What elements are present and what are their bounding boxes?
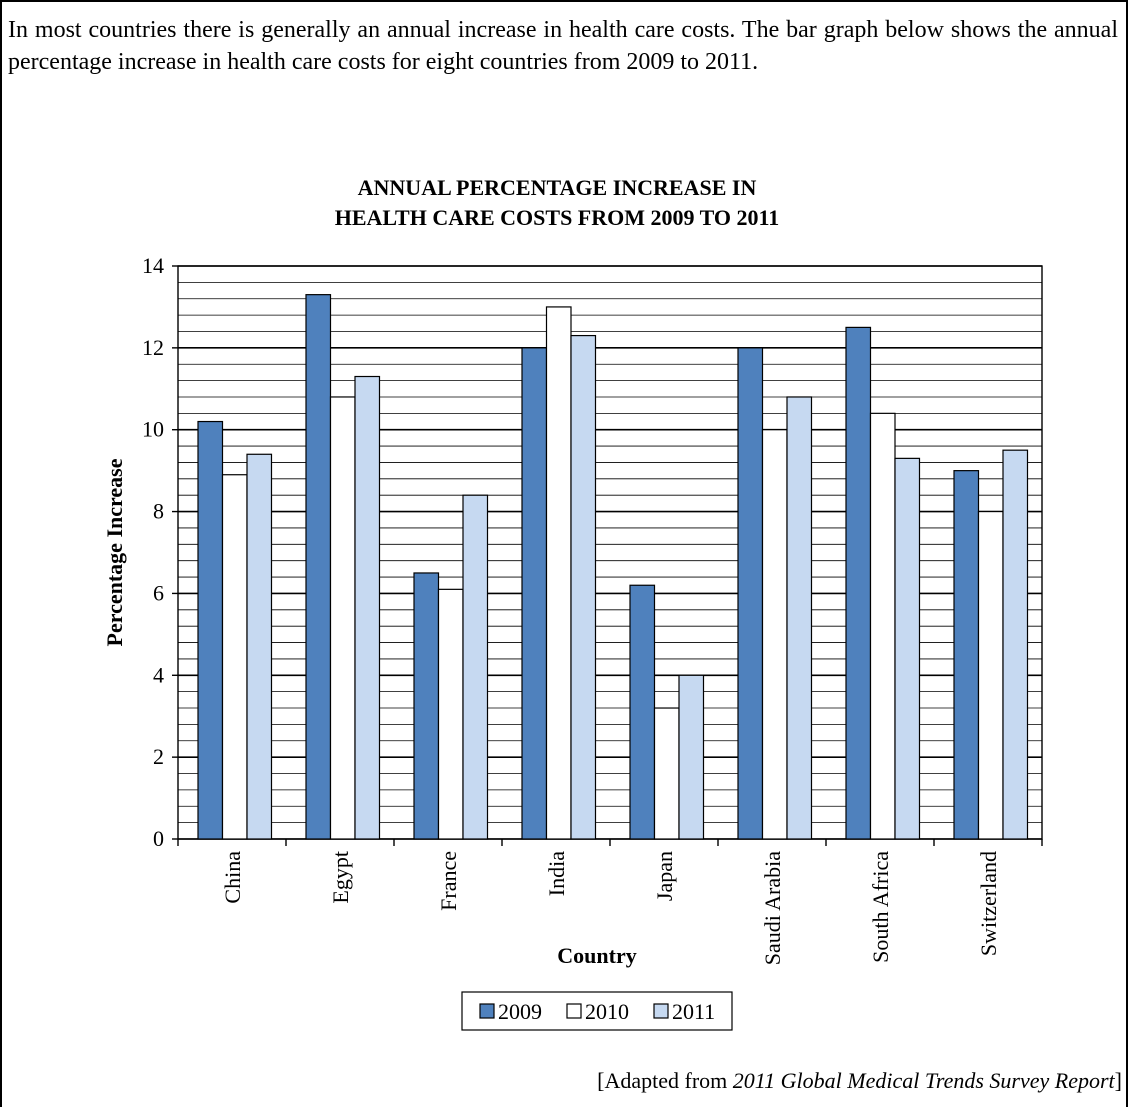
x-tick-label: India [544, 851, 569, 896]
bar-2009 [413, 572, 440, 840]
bar-2011 [894, 457, 921, 840]
x-tick-label: South Africa [868, 851, 893, 963]
x-tick-label: Japan [652, 851, 677, 901]
y-tick-label: 14 [142, 253, 164, 278]
bar-2011 [678, 674, 705, 840]
legend-label-2009: 2009 [498, 999, 542, 1024]
y-tick-label: 6 [153, 580, 164, 605]
intro-paragraph: In most countries there is generally an … [8, 17, 1118, 75]
bar-2009 [845, 326, 872, 840]
x-tick-label: Egypt [328, 851, 353, 904]
bar-2010 [869, 412, 896, 840]
legend-swatch-2010 [566, 1003, 582, 1019]
bar-2010 [221, 474, 248, 840]
legend-label-2011: 2011 [672, 999, 715, 1024]
source-suffix: ] [1114, 1068, 1122, 1093]
x-axis-label: Country [557, 943, 636, 968]
bar-2010 [761, 429, 788, 840]
source-title: 2011 Global Medical Trends Survey Report [732, 1068, 1115, 1093]
legend-swatch-2011 [653, 1003, 669, 1019]
y-tick-label: 2 [153, 744, 164, 769]
x-tick-label: China [220, 851, 245, 904]
source-prefix: [Adapted from [597, 1068, 733, 1093]
x-tick-label: Switzerland [976, 851, 1001, 956]
legend-label-2010: 2010 [585, 999, 629, 1024]
source-citation: [Adapted from 2011 Global Medical Trends… [597, 1068, 1122, 1094]
chart-title-line: HEALTH CARE COSTS FROM 2009 TO 2011 [335, 205, 780, 230]
bar-2010 [329, 396, 356, 840]
y-tick-label: 10 [142, 417, 164, 442]
y-tick-label: 8 [153, 499, 164, 524]
bar-2011 [786, 396, 813, 840]
y-tick-label: 4 [153, 662, 164, 687]
bar-2010 [977, 510, 1004, 840]
bar-2010 [545, 306, 572, 840]
y-tick-label: 0 [153, 826, 164, 851]
y-tick-label: 12 [142, 335, 164, 360]
bar-2009 [521, 347, 548, 840]
bar-2011 [570, 334, 597, 840]
bar-2011 [246, 453, 273, 840]
chart-title-line: ANNUAL PERCENTAGE INCREASE IN [358, 175, 757, 200]
bar-2011 [1002, 449, 1029, 840]
y-axis-label: Percentage Increase [102, 458, 127, 646]
bar-2009 [305, 294, 332, 840]
bar-2010 [437, 588, 464, 840]
x-tick-label: France [436, 851, 461, 911]
bar-2009 [629, 584, 656, 840]
x-tick-label: Saudi Arabia [760, 851, 785, 965]
bar-2009 [737, 347, 764, 840]
bar-2011 [354, 375, 381, 840]
bar-2009 [197, 420, 224, 840]
bar-2009 [953, 470, 980, 840]
legend-swatch-2009 [479, 1003, 495, 1019]
bar-2011 [462, 494, 489, 840]
bar-2010 [653, 707, 680, 840]
legend-box [461, 991, 733, 1031]
